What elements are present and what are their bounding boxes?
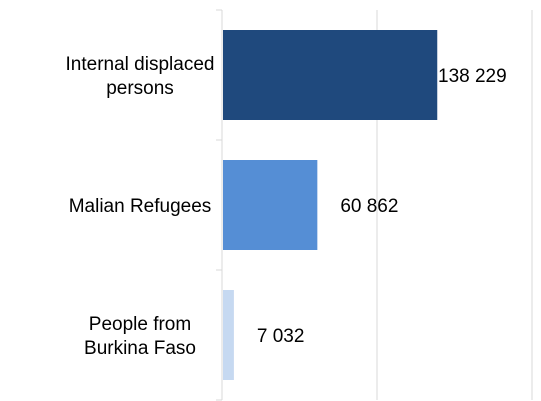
y-axis-ticks [216,9,222,401]
category-label: Internal displaced persons [66,54,215,99]
category-labels: Internal displaced persons Malian Refugees… [66,54,215,359]
bar [223,30,438,120]
value-label: 7 032 [257,326,305,347]
category-label: People from Burkina Faso [84,314,196,359]
value-label: 60 862 [340,196,398,217]
bar [223,160,318,250]
category-label: Malian Refugees [69,196,212,217]
value-label: 138 229 [438,66,507,87]
bars [223,30,438,380]
value-labels: 138 229 60 862 7 032 [257,66,507,347]
bar [223,290,234,380]
